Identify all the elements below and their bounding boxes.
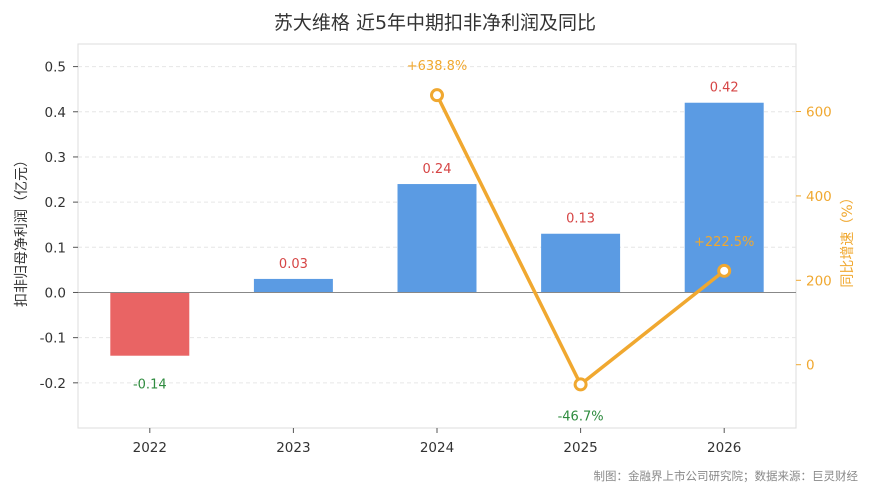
chart-title: 苏大维格 近5年中期扣非净利润及同比: [274, 12, 596, 34]
y-axis-right-label: 同比增速（%）: [840, 190, 856, 287]
grid: [78, 66, 796, 384]
y2-tick-label: 200: [806, 273, 832, 289]
bar-value-label: -0.14: [133, 378, 167, 393]
bar-2023: [253, 278, 333, 293]
y2-tick-label: 0: [806, 358, 815, 374]
y-tick-label: 0.0: [45, 285, 66, 301]
y-tick-label: -0.2: [40, 376, 66, 392]
growth-point-2026: [717, 263, 732, 278]
bar-value-label: 0.42: [710, 81, 739, 96]
y-axis-left-ticks: -0.2 -0.1 0.0 0.1 0.2 0.3 0.4 0.5: [40, 60, 78, 392]
bars: [110, 102, 764, 356]
bar-2022: [110, 292, 190, 356]
bar-value-label: 0.24: [423, 162, 452, 177]
bar-2024: [397, 184, 477, 293]
y-tick-label: 0.4: [45, 105, 66, 121]
x-tick-label: 2023: [276, 440, 310, 456]
growth-value-label: +222.5%: [694, 235, 754, 250]
bar-2026: [684, 102, 764, 293]
growth-point-2025: [573, 377, 588, 392]
growth-point-2024: [430, 88, 444, 103]
y2-tick-label: 600: [806, 105, 832, 121]
growth-value-label: -46.7%: [558, 409, 604, 424]
y-tick-label: 0.5: [45, 60, 66, 76]
y-tick-label: 0.3: [45, 150, 66, 166]
bar-value-label: 0.03: [279, 257, 308, 272]
footer-source: 制图：金融界上市公司研究院；数据来源：巨灵财经: [594, 469, 859, 483]
bar-2025: [541, 233, 621, 293]
x-tick-label: 2026: [707, 440, 741, 456]
y-axis-right-ticks: 0 200 400 600: [796, 105, 832, 374]
y-tick-label: 0.1: [45, 240, 66, 256]
y-axis-left-label: 扣非归母净利润（亿元）: [13, 153, 30, 307]
x-tick-label: 2024: [420, 440, 454, 456]
x-axis-ticks: 2022 2023 2024 2025 2026: [133, 428, 741, 456]
bar-value-label: 0.13: [566, 212, 595, 227]
growth-line-series: +638.8% -46.7% +222.5%: [407, 59, 755, 424]
x-tick-label: 2022: [133, 440, 167, 456]
bar-value-labels: -0.14 0.03 0.24 0.13 0.42: [133, 81, 739, 393]
y2-tick-label: 400: [806, 189, 832, 205]
growth-value-label: +638.8%: [407, 59, 467, 74]
y-tick-label: -0.1: [40, 331, 66, 347]
x-tick-label: 2025: [563, 440, 597, 456]
y-tick-label: 0.2: [45, 195, 66, 211]
